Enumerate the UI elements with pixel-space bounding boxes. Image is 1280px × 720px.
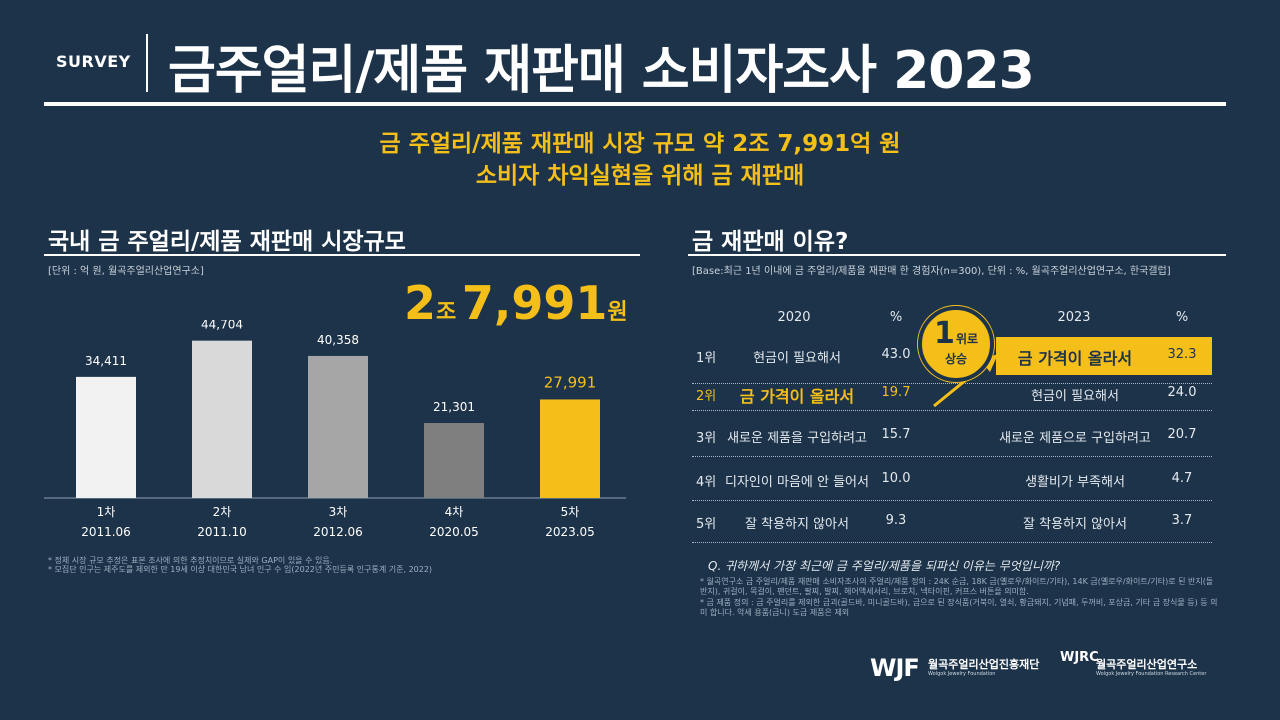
pct-2023-3: 20.7 xyxy=(1167,427,1197,442)
header-2020: 2020 xyxy=(777,310,811,325)
bar-3 xyxy=(308,355,368,498)
rank-5: 5위 xyxy=(696,517,717,532)
header-pct-2023: % xyxy=(1175,310,1189,325)
reason-2023-2: 현금이 필요해서 xyxy=(1031,389,1119,404)
bar-5 xyxy=(540,399,600,498)
reason-2023-1: 금 가격이 올라서 xyxy=(1017,349,1133,368)
category-date-label-1: 2011.06 xyxy=(81,525,131,539)
survey-tag: SURVEY xyxy=(56,52,131,71)
category-round-label-2: 2차 xyxy=(213,505,232,519)
category-date-label-5: 2023.05 xyxy=(545,525,595,539)
market-footnote-2: * 모집단 인구는 제주도를 제외한 만 19세 이상 대한민국 남녀 인구 수… xyxy=(48,565,433,574)
rank-4: 4위 xyxy=(696,475,717,490)
badge-unit: 위로 xyxy=(956,332,979,346)
market-footnote-1: * 정체 시장 규모 추정은 표본 조사에 의한 추정치이므로 실제와 GAP이… xyxy=(48,556,333,565)
reason-2020-4: 디자인이 마음에 안 들어서 xyxy=(725,475,869,490)
bar-value-label-5: 27,991 xyxy=(544,373,597,391)
page-title: 금주얼리/제품 재판매 소비자조사 2023 xyxy=(168,41,1035,101)
reason-2023-4: 생활비가 부족해서 xyxy=(1025,475,1125,490)
wjf-logo-sub: Wolgok Jewelry Foundation xyxy=(928,671,996,677)
reason-base-note: [Base:최근 1년 이내에 금 주얼리/제품을 재판매 한 경험자(n=30… xyxy=(692,266,1171,277)
bar-2 xyxy=(192,340,252,498)
bar-value-label-4: 21,301 xyxy=(433,400,475,414)
bar-1 xyxy=(76,376,136,498)
reason-2020-2: 금 가격이 올라서 xyxy=(739,387,855,406)
market-total-trillion: 2 xyxy=(404,276,437,330)
header-rule xyxy=(44,102,1226,106)
wjrc-logo-name: 월곡주얼리산업연구소 xyxy=(1096,658,1198,671)
definition-note-2: * 금 제품 정의 : 금 주얼리를 제외한 금괴(골드바, 미니골드바), 금… xyxy=(700,598,1218,617)
pct-2023-5: 3.7 xyxy=(1171,513,1193,528)
pct-2020-4: 10.0 xyxy=(881,471,911,486)
headline-line-2: 소비자 차익실현을 위해 금 재판매 xyxy=(475,163,805,189)
bar-value-label-1: 34,411 xyxy=(85,354,127,368)
category-round-label-3: 3차 xyxy=(329,505,348,519)
category-date-label-2: 2011.10 xyxy=(197,525,247,539)
rank-3: 3위 xyxy=(696,431,717,446)
pct-2023-1: 32.3 xyxy=(1167,347,1197,362)
category-date-label-3: 2012.06 xyxy=(313,525,363,539)
market-size-bar-chart: 34,411 1차 2011.06 44,704 2차 2011.10 40,358 3차 20… xyxy=(44,320,626,539)
rank-up-badge: 1 위로 상승 xyxy=(918,306,994,382)
reason-rule xyxy=(688,254,1226,256)
market-size-unit-note: [단위 : 억 원, 월곡주얼리산업연구소] xyxy=(48,266,204,277)
reason-2020-3: 새로운 제품을 구입하려고 xyxy=(727,431,867,446)
row-separator xyxy=(692,383,1212,384)
market-size-rule xyxy=(44,254,640,256)
badge-number: 1 xyxy=(934,316,955,351)
row-separator xyxy=(692,456,1212,457)
market-total-billion: 7,991 xyxy=(461,276,608,330)
reason-2020-1: 현금이 필요해서 xyxy=(753,351,841,366)
headline-line-1: 금 주얼리/제품 재판매 시장 규모 약 2조 7,991억 원 xyxy=(379,131,901,157)
header-2023: 2023 xyxy=(1057,310,1091,325)
row-separator xyxy=(692,500,1212,501)
wjrc-logo-mark: WJRC xyxy=(1060,650,1099,665)
market-total-trillion-unit: 조 xyxy=(436,300,457,325)
reason-2023-5: 잘 착용하지 않아서 xyxy=(1023,517,1127,532)
rank-2: 2위 xyxy=(696,389,717,404)
wjf-logo-mark: WJF xyxy=(870,654,920,682)
header-divider xyxy=(146,34,148,92)
pct-2023-4: 4.7 xyxy=(1171,471,1193,486)
bar-value-label-2: 44,704 xyxy=(201,320,243,332)
wjrc-logo-sub: Wolgok Jewelry Foundation Research Cente… xyxy=(1096,671,1207,677)
bar-4 xyxy=(424,423,484,498)
badge-word: 상승 xyxy=(944,352,968,366)
reason-2023-3: 새로운 제품으로 구입하려고 xyxy=(999,431,1151,446)
market-total-won-unit: 원 xyxy=(607,300,628,325)
wjf-logo-name: 월곡주얼리산업진흥재단 xyxy=(928,658,1040,671)
category-round-label-1: 1차 xyxy=(97,505,116,519)
row-separator xyxy=(692,410,1212,411)
market-total-value: 2조 7,991원 xyxy=(404,276,628,330)
category-round-label-5: 5차 xyxy=(561,505,580,519)
pct-2020-5: 9.3 xyxy=(885,513,907,528)
survey-question: Q. 귀하께서 가장 최근에 금 주얼리/제품을 되파신 이유는 무엇입니까? xyxy=(708,559,1061,573)
row-separator xyxy=(692,542,1212,543)
market-size-title: 국내 금 주얼리/제품 재판매 시장규모 xyxy=(48,229,406,255)
pct-2020-1: 43.0 xyxy=(881,347,911,362)
category-round-label-4: 4차 xyxy=(445,505,464,519)
header-pct-2020: % xyxy=(889,310,903,325)
pct-2020-3: 15.7 xyxy=(881,427,911,442)
pct-2020-2: 19.7 xyxy=(881,385,911,400)
pct-2023-2: 24.0 xyxy=(1167,385,1197,400)
reason-2020-5: 잘 착용하지 않아서 xyxy=(745,517,849,532)
highlight-2023-top xyxy=(996,337,1212,375)
definition-note-1: * 월곡연구소 금 주얼리/제품 재판매 소비자조사의 주얼리/제품 정의 : … xyxy=(700,577,1214,596)
category-date-label-4: 2020.05 xyxy=(429,525,479,539)
reason-title: 금 재판매 이유? xyxy=(692,229,849,255)
rank-1: 1위 xyxy=(696,351,717,366)
bar-value-label-3: 40,358 xyxy=(317,333,359,347)
